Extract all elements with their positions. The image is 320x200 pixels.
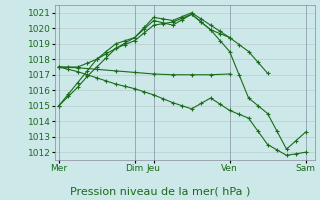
Text: Pression niveau de la mer( hPa ): Pression niveau de la mer( hPa ) (70, 186, 250, 196)
